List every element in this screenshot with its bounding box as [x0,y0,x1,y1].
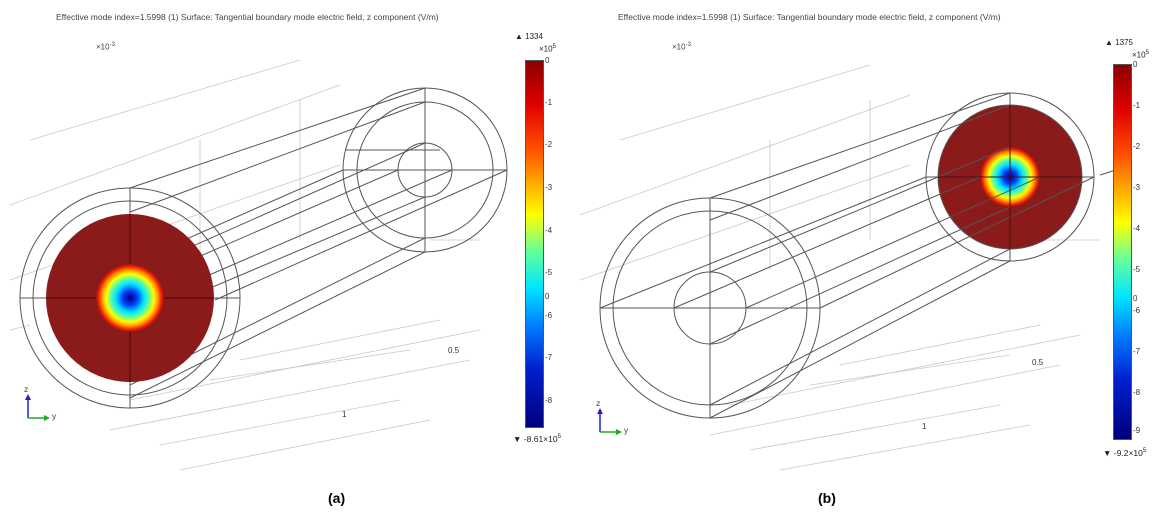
colorbar-tick: -1 [1133,101,1141,110]
axis-z-label: z [24,384,29,394]
colorbar-tick: 0 [1133,294,1138,303]
colorbar-tick: -7 [545,353,553,362]
colorbar-tick: -1 [545,98,553,107]
axis-exponent-label: ×10-3 [96,42,115,52]
scale-label: 0.5 [1032,358,1044,367]
colorbar-tick: 0 [1133,60,1138,69]
scale-label: 0.5 [448,346,460,355]
colorbar-tick: -9 [1133,426,1141,435]
axis-exponent-label: ×10-3 [672,42,691,52]
colorbar [1113,64,1132,440]
colorbar-tick: -7 [1133,347,1141,356]
plot-title: Effective mode index=1.5998 (1) Surface:… [618,12,1001,22]
core-mode-field [96,264,164,332]
colorbar-unit: ×105 [539,44,556,54]
scale-label: 1 [922,422,927,431]
colorbar-tick: -2 [1133,142,1141,151]
colorbar-tick: -4 [545,226,553,235]
scale-label: 1 [342,410,347,419]
colorbar-tick: -6 [1133,306,1141,315]
colorbar [525,60,544,428]
min-marker: ▼ -9.2×105 [1103,448,1147,458]
axis-y-label: y [52,411,57,421]
colorbar-tick: -5 [1133,265,1141,274]
colorbar-tick: -3 [545,183,553,192]
axis-y-label: y [624,425,629,435]
fiber-geometry-3d [9,59,508,471]
panel-b: Effective mode index=1.5998 (1) Surface:… [580,0,1162,480]
colorbar-tick: 0 [545,56,550,65]
max-marker: ▲ 1375 [1105,38,1133,47]
grid-lines [580,64,1100,471]
colorbar-tick: -6 [545,311,553,320]
axis-z-label: z [596,398,601,408]
colorbar-tick: -4 [1133,224,1141,233]
axis-triad [25,394,50,421]
colorbar-tick: -8 [545,396,553,405]
panel-a: Effective mode index=1.5998 (1) Surface:… [0,0,561,480]
max-marker: ▲ 1334 [515,32,543,41]
colorbar-tick: 0 [545,292,550,301]
caption-a: (a) [328,490,346,506]
plot-title: Effective mode index=1.5998 (1) Surface:… [56,12,439,22]
min-marker: ▼ -8.61×105 [513,434,561,444]
caption-b: (b) [818,490,836,506]
colorbar-tick: -2 [545,140,553,149]
colorbar-tick: -8 [1133,388,1141,397]
colorbar-unit: ×105 [1132,50,1149,60]
axis-triad [597,408,622,435]
colorbar-tick: -5 [545,268,553,277]
fiber-geometry-3d [580,64,1117,471]
colorbar-tick: -3 [1133,183,1141,192]
